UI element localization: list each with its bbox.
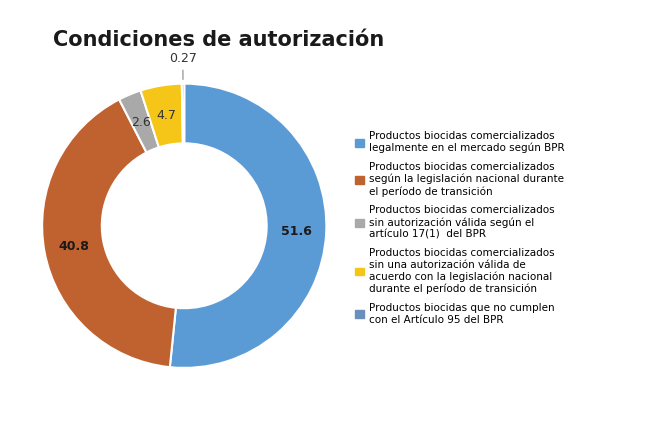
Text: 4.7: 4.7 [156, 108, 176, 122]
Legend: Productos biocidas comercializados
legalmente en el mercado según BPR, Productos: Productos biocidas comercializados legal… [355, 131, 565, 325]
Wedge shape [119, 91, 159, 152]
Text: 0.27: 0.27 [169, 51, 197, 79]
Text: 40.8: 40.8 [59, 240, 89, 253]
Wedge shape [182, 84, 184, 143]
Text: 51.6: 51.6 [281, 225, 312, 238]
Wedge shape [170, 84, 326, 368]
Wedge shape [141, 84, 183, 147]
Text: 2.6: 2.6 [131, 116, 151, 129]
Text: Condiciones de autorización: Condiciones de autorización [53, 30, 384, 49]
Wedge shape [42, 100, 176, 367]
